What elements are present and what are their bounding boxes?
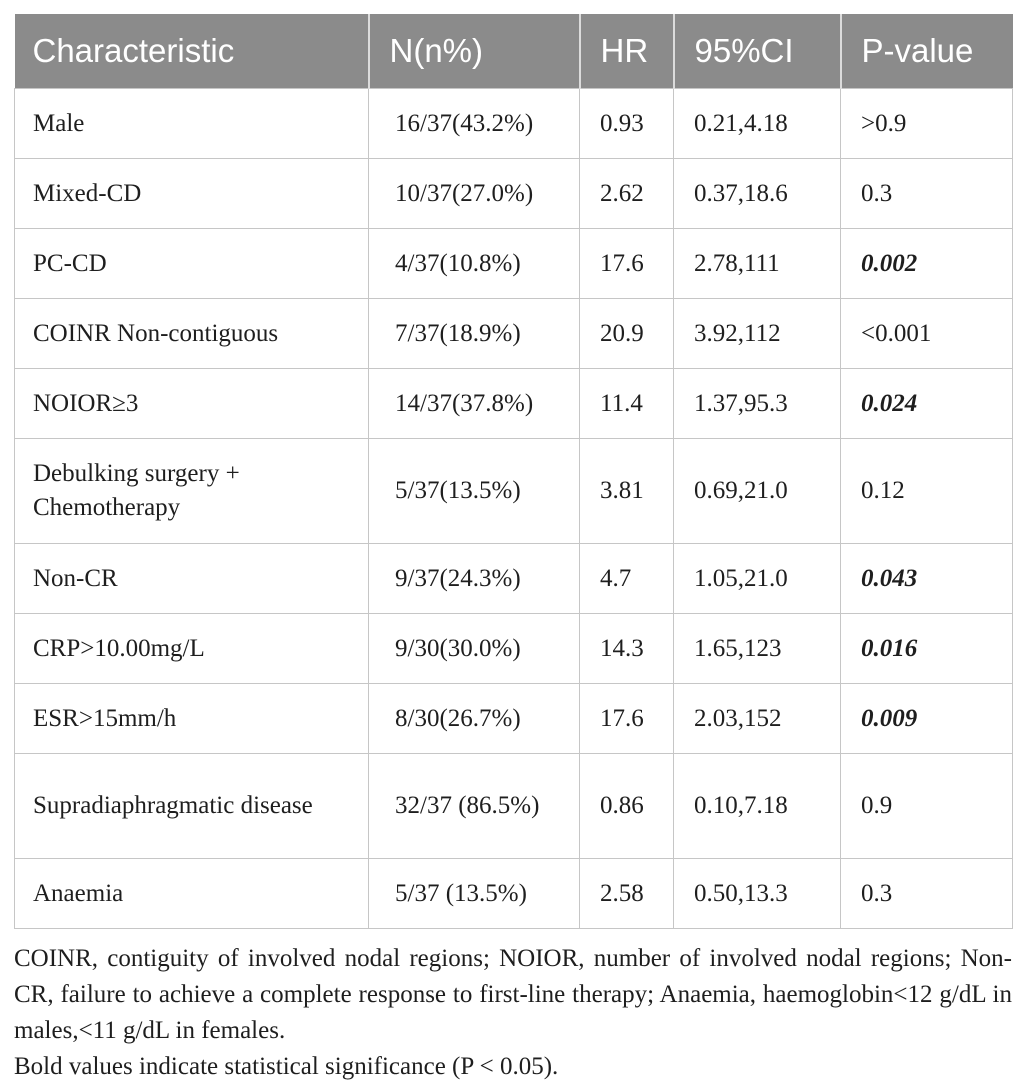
cell-pvalue: 0.016 bbox=[840, 613, 1013, 684]
cell-pvalue: 0.9 bbox=[840, 753, 1013, 859]
cell-characteristic: CRP>10.00mg/L bbox=[14, 613, 369, 684]
cell-characteristic: Supradiaphragmatic disease bbox=[14, 753, 369, 859]
table-row: NOIOR≥3 14/37(37.8%) 11.4 1.37,95.3 0.02… bbox=[14, 368, 1013, 439]
cell-n: 8/30(26.7%) bbox=[368, 683, 580, 754]
cell-hr: 11.4 bbox=[579, 368, 674, 439]
cell-characteristic: ESR>15mm/h bbox=[14, 683, 369, 754]
cell-n: 5/37(13.5%) bbox=[368, 438, 580, 544]
cell-n: 9/37(24.3%) bbox=[368, 543, 580, 614]
table-row: Non-CR 9/37(24.3%) 4.7 1.05,21.0 0.043 bbox=[14, 543, 1013, 614]
table-footnotes: COINR, contiguity of involved nodal regi… bbox=[14, 941, 1012, 1085]
cell-characteristic: Male bbox=[14, 88, 369, 159]
footnote-abbreviations: COINR, contiguity of involved nodal regi… bbox=[14, 945, 1012, 1044]
cell-ci: 0.21,4.18 bbox=[673, 88, 841, 159]
table-row: Supradiaphragmatic disease 32/37 (86.5%)… bbox=[14, 753, 1013, 859]
cell-pvalue: 0.043 bbox=[840, 543, 1013, 614]
table-header: Characteristic N(n%) HR 95%CI P-value bbox=[14, 14, 1013, 89]
cell-characteristic: Non-CR bbox=[14, 543, 369, 614]
cell-hr: 4.7 bbox=[579, 543, 674, 614]
cell-ci: 0.10,7.18 bbox=[673, 753, 841, 859]
table-header-row: Characteristic N(n%) HR 95%CI P-value bbox=[14, 14, 1013, 89]
cell-hr: 0.93 bbox=[579, 88, 674, 159]
table-row: CRP>10.00mg/L 9/30(30.0%) 14.3 1.65,123 … bbox=[14, 613, 1013, 684]
cell-n: 4/37(10.8%) bbox=[368, 228, 580, 299]
cell-ci: 0.50,13.3 bbox=[673, 858, 841, 929]
univariate-analysis-table: Characteristic N(n%) HR 95%CI P-value Ma… bbox=[14, 14, 1013, 929]
cell-ci: 2.78,111 bbox=[673, 228, 841, 299]
cell-ci: 0.69,21.0 bbox=[673, 438, 841, 544]
cell-hr: 2.58 bbox=[579, 858, 674, 929]
table-row: ESR>15mm/h 8/30(26.7%) 17.6 2.03,152 0.0… bbox=[14, 683, 1013, 754]
cell-ci: 2.03,152 bbox=[673, 683, 841, 754]
cell-ci: 0.37,18.6 bbox=[673, 158, 841, 229]
cell-pvalue: 0.12 bbox=[840, 438, 1013, 544]
cell-n: 5/37 (13.5%) bbox=[368, 858, 580, 929]
footnote-significance: Bold values indicate statistical signifi… bbox=[14, 1053, 559, 1080]
cell-pvalue: <0.001 bbox=[840, 298, 1013, 369]
cell-characteristic: PC-CD bbox=[14, 228, 369, 299]
cell-n: 14/37(37.8%) bbox=[368, 368, 580, 439]
table-row: Mixed-CD 10/37(27.0%) 2.62 0.37,18.6 0.3 bbox=[14, 158, 1013, 229]
column-header-pvalue: P-value bbox=[839, 14, 1013, 89]
cell-pvalue: 0.009 bbox=[840, 683, 1013, 754]
cell-hr: 3.81 bbox=[579, 438, 674, 544]
cell-characteristic: COINR Non-contiguous bbox=[14, 298, 369, 369]
cell-n: 7/37(18.9%) bbox=[368, 298, 580, 369]
cell-pvalue: >0.9 bbox=[840, 88, 1013, 159]
cell-hr: 20.9 bbox=[579, 298, 674, 369]
cell-characteristic: NOIOR≥3 bbox=[14, 368, 369, 439]
column-header-n: N(n%) bbox=[367, 14, 580, 89]
table-row: Male 16/37(43.2%) 0.93 0.21,4.18 >0.9 bbox=[14, 88, 1013, 159]
cell-ci: 1.65,123 bbox=[673, 613, 841, 684]
cell-n: 9/30(30.0%) bbox=[368, 613, 580, 684]
column-header-ci: 95%CI bbox=[672, 14, 841, 89]
table-row: Debulking surgery + Chemotherapy 5/37(13… bbox=[14, 438, 1013, 544]
cell-pvalue: 0.3 bbox=[840, 158, 1013, 229]
cell-hr: 2.62 bbox=[579, 158, 674, 229]
table-row: COINR Non-contiguous 7/37(18.9%) 20.9 3.… bbox=[14, 298, 1013, 369]
table-row: PC-CD 4/37(10.8%) 17.6 2.78,111 0.002 bbox=[14, 228, 1013, 299]
cell-n: 10/37(27.0%) bbox=[368, 158, 580, 229]
table-body: Male 16/37(43.2%) 0.93 0.21,4.18 >0.9 Mi… bbox=[14, 88, 1013, 929]
cell-pvalue: 0.3 bbox=[840, 858, 1013, 929]
cell-hr: 17.6 bbox=[579, 683, 674, 754]
table-row: Anaemia 5/37 (13.5%) 2.58 0.50,13.3 0.3 bbox=[14, 858, 1013, 929]
column-header-hr: HR bbox=[578, 14, 674, 89]
cell-pvalue: 0.002 bbox=[840, 228, 1013, 299]
column-header-characteristic: Characteristic bbox=[14, 14, 369, 89]
cell-ci: 3.92,112 bbox=[673, 298, 841, 369]
cell-n: 16/37(43.2%) bbox=[368, 88, 580, 159]
cell-ci: 1.05,21.0 bbox=[673, 543, 841, 614]
cell-hr: 14.3 bbox=[579, 613, 674, 684]
cell-characteristic: Mixed-CD bbox=[14, 158, 369, 229]
cell-characteristic: Debulking surgery + Chemotherapy bbox=[14, 438, 369, 544]
cell-hr: 17.6 bbox=[579, 228, 674, 299]
cell-hr: 0.86 bbox=[579, 753, 674, 859]
cell-pvalue: 0.024 bbox=[840, 368, 1013, 439]
cell-n: 32/37 (86.5%) bbox=[368, 753, 580, 859]
cell-characteristic: Anaemia bbox=[14, 858, 369, 929]
cell-ci: 1.37,95.3 bbox=[673, 368, 841, 439]
